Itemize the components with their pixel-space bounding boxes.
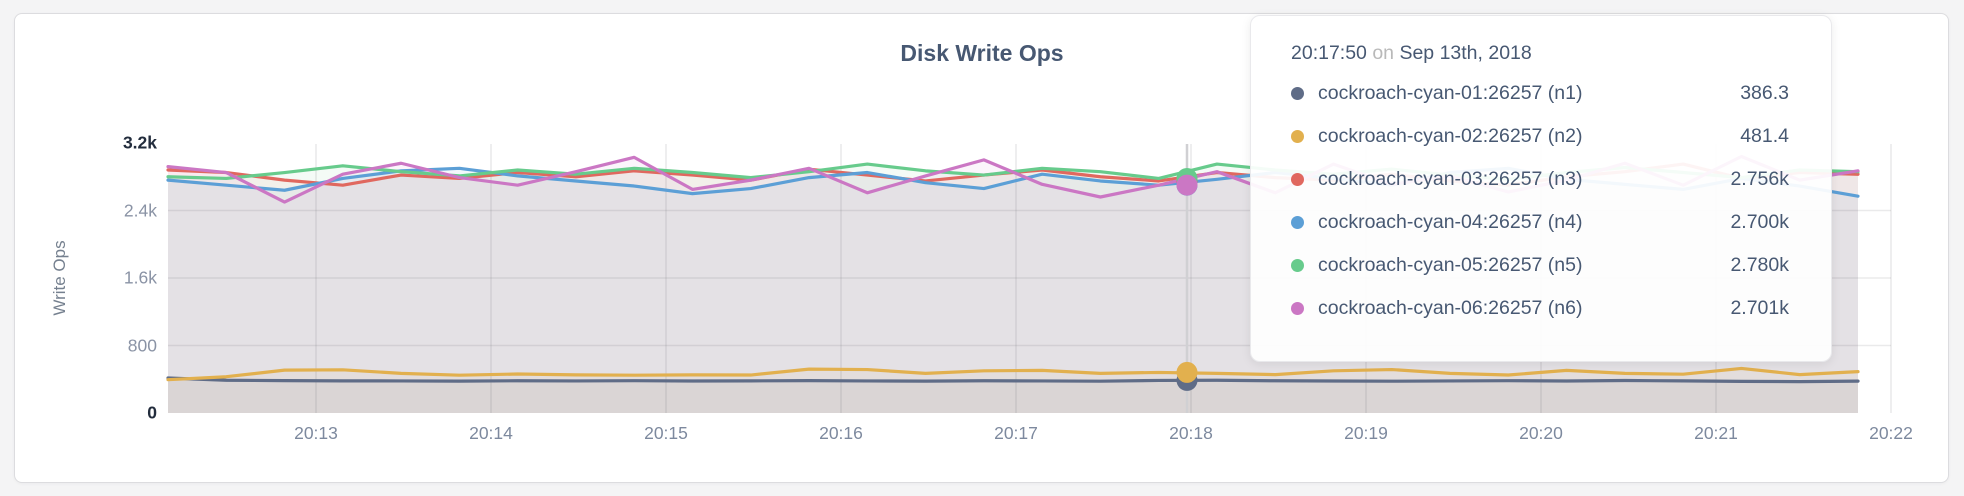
tooltip-time: 20:17:50 (1291, 42, 1367, 64)
series-label: cockroach-cyan-02:26257 (n2) (1318, 125, 1583, 147)
series-value: 2.756k (1730, 168, 1789, 190)
series-color-dot-icon (1291, 173, 1304, 186)
x-tick-label: 20:16 (819, 423, 863, 443)
series-label: cockroach-cyan-05:26257 (n5) (1318, 254, 1583, 276)
tooltip-date: Sep 13th, 2018 (1399, 42, 1532, 64)
hover-dot-6 (1176, 174, 1198, 196)
series-label: cockroach-cyan-06:26257 (n6) (1318, 297, 1583, 319)
y-tick-label: 3.2k (122, 132, 157, 153)
series-value: 2.700k (1730, 211, 1789, 233)
series-label: cockroach-cyan-03:26257 (n3) (1318, 168, 1583, 190)
hover-dot-2 (1176, 361, 1198, 383)
tooltip-row: cockroach-cyan-02:26257 (n2) 481.4 (1291, 122, 1789, 151)
series-label: cockroach-cyan-01:26257 (n1) (1318, 82, 1583, 104)
y-tick-label: 1.6k (123, 267, 157, 288)
y-tick-label: 0 (147, 402, 157, 423)
tooltip-on-word: on (1372, 42, 1395, 64)
series-line-2 (166, 366, 1860, 382)
series-value: 386.3 (1740, 82, 1789, 104)
y-tick-label: 2.4k (123, 200, 157, 220)
series-label: cockroach-cyan-04:26257 (n4) (1318, 211, 1583, 233)
chart-title: Disk Write Ops (900, 40, 1064, 66)
tooltip-row: cockroach-cyan-01:26257 (n1) 386.3 (1291, 79, 1789, 108)
hover-tooltip: 20:17:50 on Sep 13th, 2018 cockroach-cya… (1250, 15, 1832, 362)
x-tick-label: 20:17 (994, 423, 1038, 443)
series-color-dot-icon (1291, 216, 1304, 229)
tooltip-rows: cockroach-cyan-01:26257 (n1) 386.3 cockroa… (1291, 79, 1789, 323)
series-value: 2.701k (1730, 297, 1789, 319)
x-tick-label: 20:18 (1169, 423, 1213, 443)
series-line-1 (166, 376, 1860, 384)
x-tick-label: 20:15 (644, 423, 688, 443)
series-color-dot-icon (1291, 87, 1304, 100)
tooltip-row: cockroach-cyan-05:26257 (n5) 2.780k (1291, 251, 1789, 280)
series-value: 481.4 (1740, 125, 1789, 147)
x-tick-label: 20:14 (469, 423, 513, 443)
x-tick-label: 20:20 (1519, 423, 1563, 443)
series-value: 2.780k (1730, 254, 1789, 276)
x-tick-label: 20:13 (294, 423, 338, 443)
y-tick-label: 800 (127, 335, 157, 355)
series-color-dot-icon (1291, 259, 1304, 272)
series-color-dot-icon (1291, 302, 1304, 315)
series-area-1 (168, 377, 1858, 413)
x-tick-label: 20:19 (1344, 423, 1388, 443)
series-color-dot-icon (1291, 130, 1304, 143)
tooltip-row: cockroach-cyan-03:26257 (n3) 2.756k (1291, 165, 1789, 194)
x-tick-label: 20:22 (1869, 423, 1913, 443)
tooltip-header: 20:17:50 on Sep 13th, 2018 (1291, 42, 1789, 65)
x-tick-label: 20:21 (1694, 423, 1738, 443)
tooltip-row: cockroach-cyan-04:26257 (n4) 2.700k (1291, 208, 1789, 237)
tooltip-row: cockroach-cyan-06:26257 (n6) 2.701k (1291, 294, 1789, 323)
